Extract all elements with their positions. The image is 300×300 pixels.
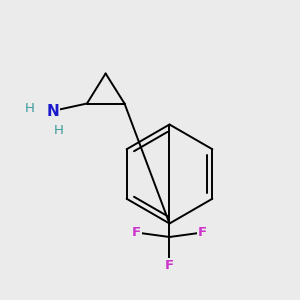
Text: H: H (54, 124, 63, 137)
Text: F: F (198, 226, 207, 239)
Text: H: H (25, 101, 35, 115)
Text: F: F (165, 259, 174, 272)
Text: N: N (46, 103, 59, 118)
Text: F: F (132, 226, 141, 239)
